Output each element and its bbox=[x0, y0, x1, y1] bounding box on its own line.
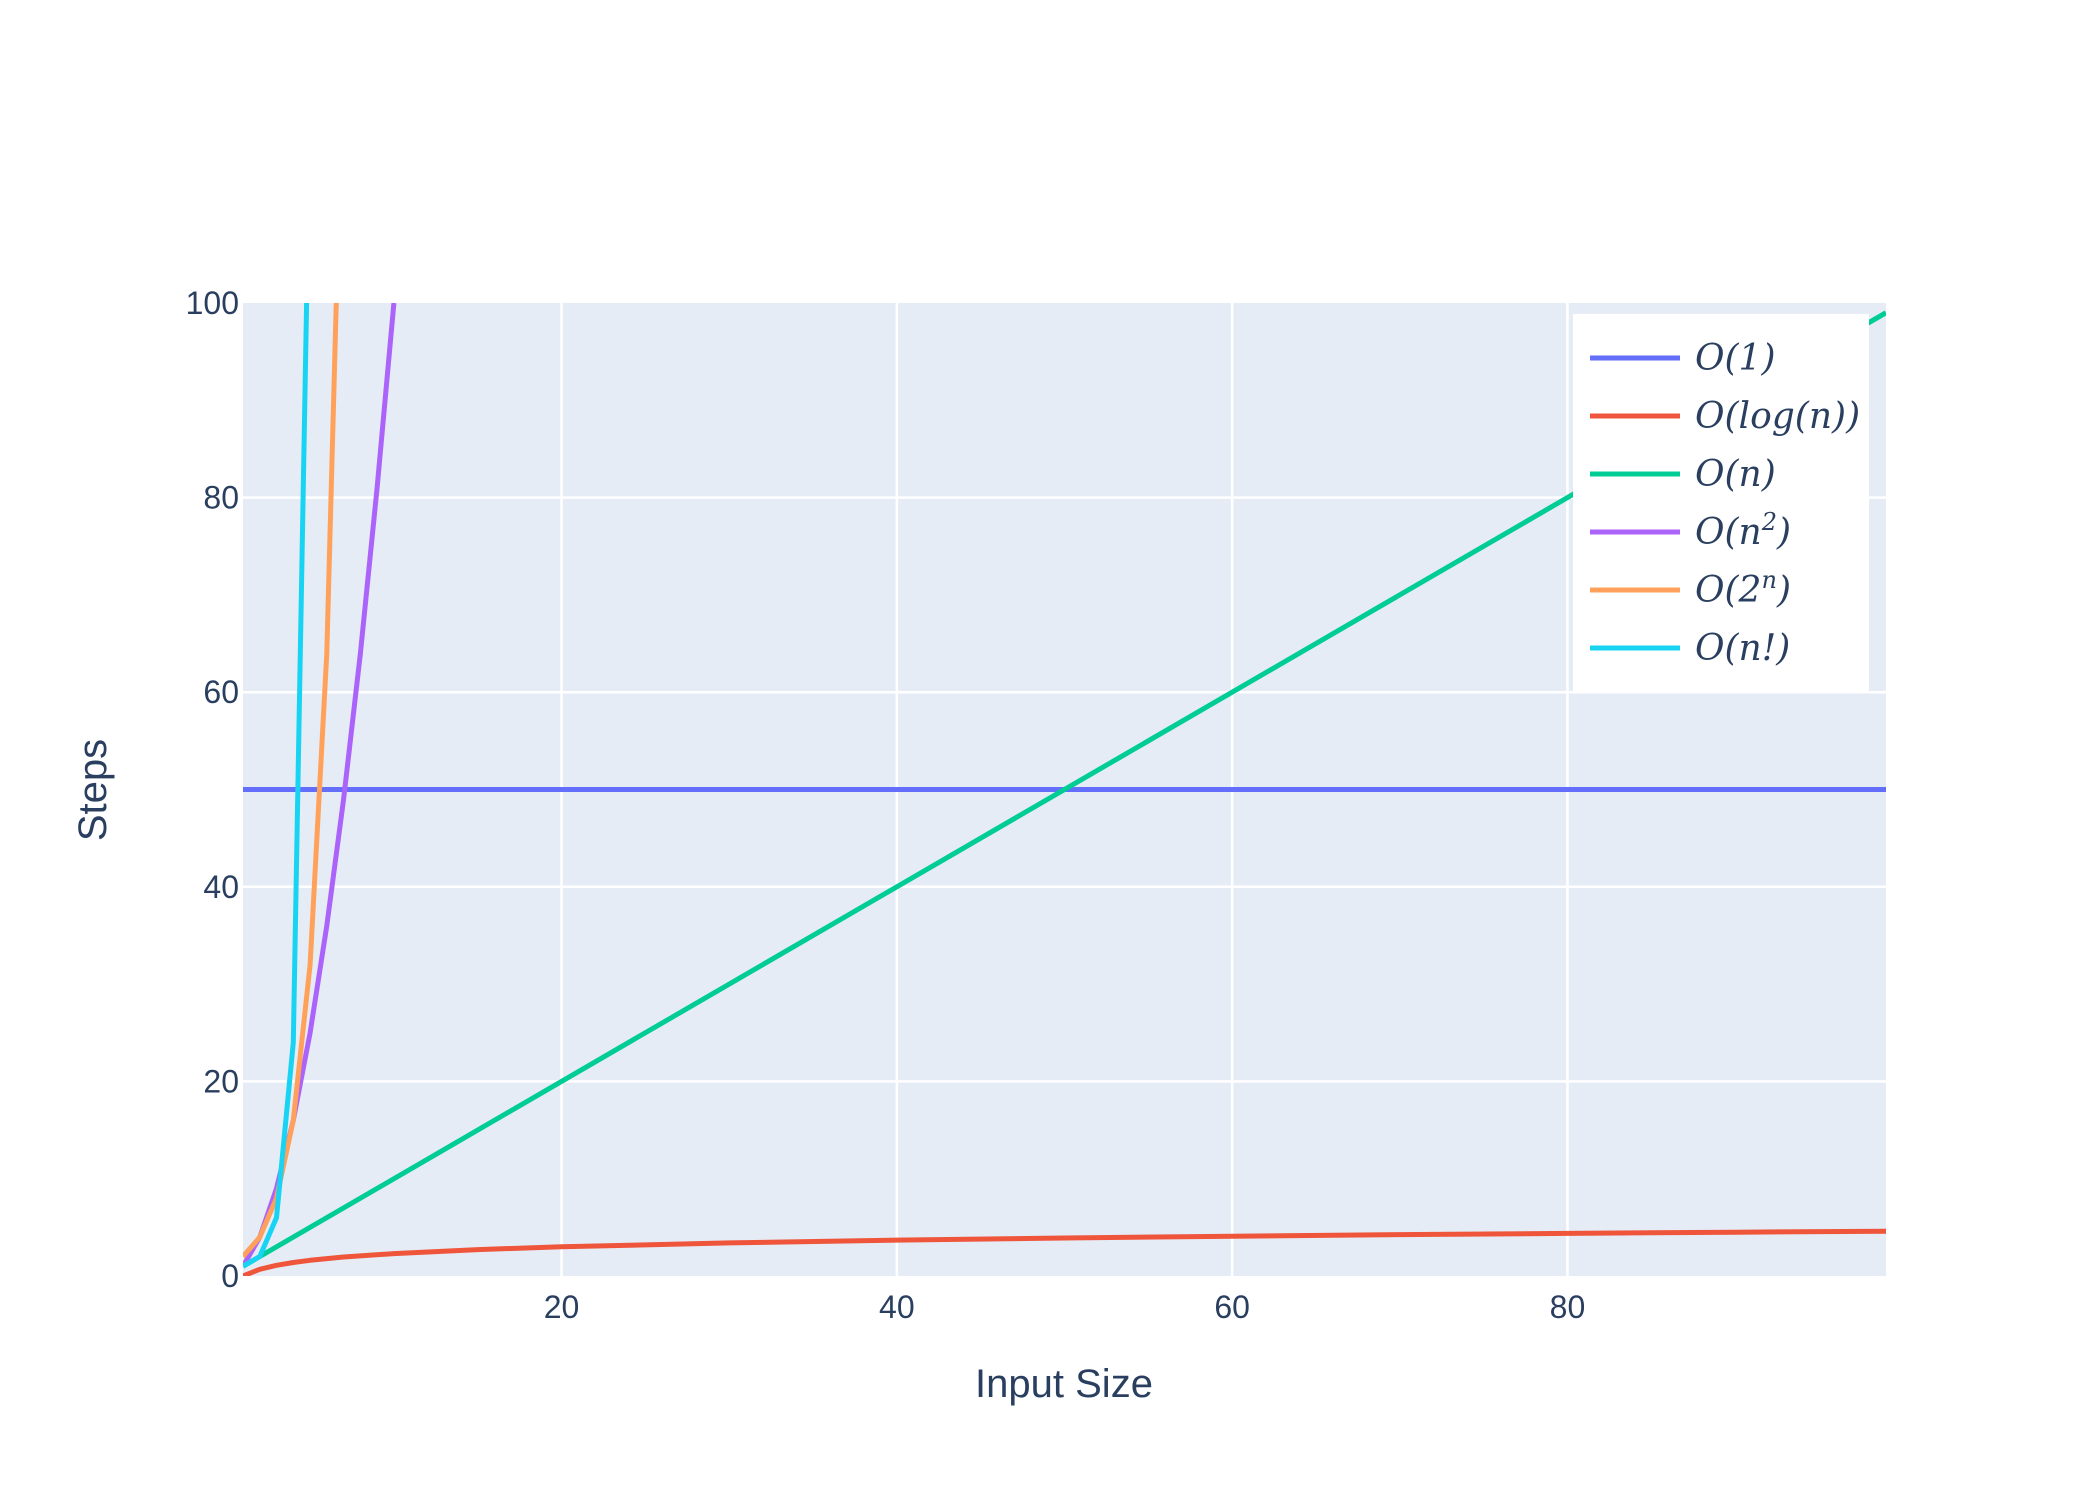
legend-label: O(n!) bbox=[1695, 628, 1790, 669]
legend-label-base: O(n!) bbox=[1695, 628, 1790, 669]
y-tick-label: 100 bbox=[186, 285, 239, 321]
legend: O(1)O(log(n))O(n)O(n2)O(2n)O(n!) bbox=[1573, 314, 1869, 692]
y-axis-ticks: 0 20 40 60 80 100 bbox=[186, 285, 239, 1294]
y-tick-label: 60 bbox=[203, 674, 239, 710]
legend-label-tail: ) bbox=[1776, 570, 1791, 611]
legend-label-base: O(n) bbox=[1695, 454, 1776, 495]
x-tick-label: 80 bbox=[1550, 1289, 1586, 1325]
legend-box bbox=[1573, 314, 1869, 692]
legend-label: O(1) bbox=[1695, 338, 1776, 379]
x-tick-label: 60 bbox=[1214, 1289, 1250, 1325]
series-line-o-n bbox=[243, 303, 310, 1269]
series-line-o-2-n bbox=[243, 303, 339, 1259]
y-tick-label: 20 bbox=[203, 1063, 239, 1099]
legend-label-base: O(2 bbox=[1695, 570, 1761, 611]
y-tick-label: 80 bbox=[203, 480, 239, 516]
legend-label: O(log(n)) bbox=[1695, 396, 1860, 437]
series-line-o-log-n bbox=[243, 1228, 1886, 1276]
legend-label-sup: 2 bbox=[1761, 508, 1777, 536]
x-axis-ticks: 20 40 60 80 bbox=[544, 1289, 1586, 1325]
x-axis-title: Input Size bbox=[975, 1362, 1153, 1406]
legend-label: O(n2) bbox=[1695, 508, 1791, 553]
legend-label: O(n) bbox=[1695, 454, 1776, 495]
y-tick-label: 40 bbox=[203, 869, 239, 905]
x-tick-label: 20 bbox=[544, 1289, 580, 1325]
x-tick-label: 40 bbox=[879, 1289, 915, 1325]
legend-label: O(2n) bbox=[1695, 566, 1791, 611]
legend-label-sup: n bbox=[1761, 566, 1776, 594]
legend-label-base: O(1) bbox=[1695, 338, 1776, 379]
y-axis-title: Steps bbox=[71, 739, 115, 841]
legend-label-base: O(n bbox=[1695, 512, 1762, 553]
legend-label-tail: ) bbox=[1776, 512, 1791, 553]
y-tick-label: 0 bbox=[221, 1258, 239, 1294]
legend-label-base: O(log(n)) bbox=[1695, 396, 1860, 437]
